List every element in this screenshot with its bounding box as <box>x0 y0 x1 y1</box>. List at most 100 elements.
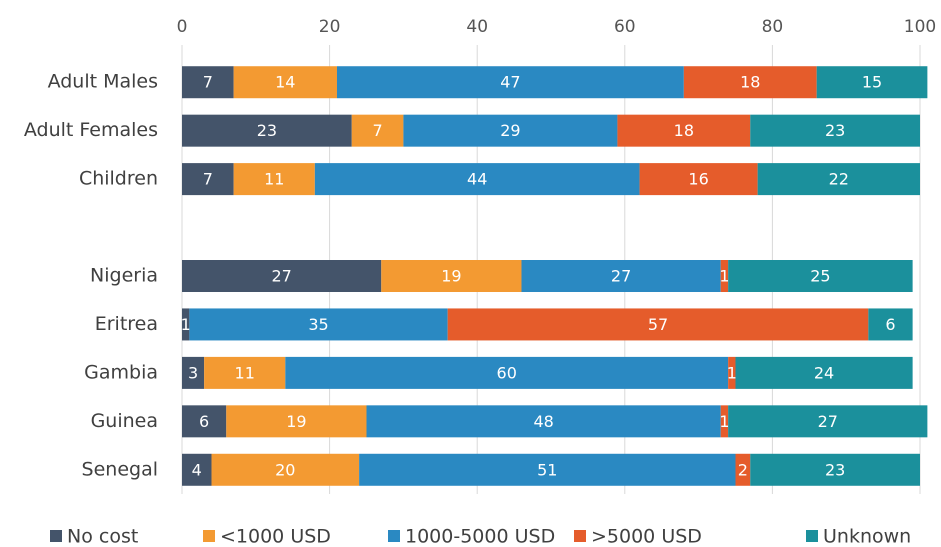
bar-segment <box>728 356 736 389</box>
x-tick-label: 80 <box>762 17 784 37</box>
x-tick-label: 100 <box>904 17 936 37</box>
legend-swatch <box>388 530 400 542</box>
bar-segment <box>182 356 205 389</box>
bar-segment <box>314 163 640 196</box>
data-label: 6 <box>199 412 209 431</box>
y-tick-label: Nigeria <box>90 265 158 287</box>
bar-segment <box>735 356 913 389</box>
legend-label: 1000-5000 USD <box>405 526 555 547</box>
bar-segment <box>381 260 522 292</box>
bar-segment <box>728 405 928 438</box>
data-label: 1 <box>727 363 737 382</box>
bar-segment <box>336 66 684 99</box>
data-label: 47 <box>500 73 520 92</box>
data-label: 27 <box>611 267 631 286</box>
bar-segment <box>720 260 729 292</box>
y-tick-label: Guinea <box>91 410 158 432</box>
data-label: 60 <box>497 363 517 382</box>
x-tick-label: 40 <box>466 17 488 37</box>
data-label: 6 <box>885 315 895 334</box>
bar-segment <box>617 114 751 147</box>
data-label: 25 <box>810 267 830 286</box>
data-label: 4 <box>192 460 202 479</box>
bar-segment <box>182 114 352 147</box>
bar-segment <box>285 356 729 389</box>
y-tick-label: Senegal <box>82 458 158 480</box>
bar-segment <box>521 260 721 292</box>
bar-segment <box>233 163 315 196</box>
bar-segment <box>447 308 869 341</box>
data-label: 1 <box>719 412 729 431</box>
bar-segment <box>757 163 920 196</box>
x-tick-label: 60 <box>614 17 636 37</box>
bar-segment <box>720 405 729 438</box>
data-label: 20 <box>275 460 295 479</box>
data-label: 19 <box>286 412 306 431</box>
legend-label: Unknown <box>823 526 911 547</box>
bar-segment <box>750 114 920 147</box>
data-label: 23 <box>257 121 277 140</box>
data-label: 1 <box>719 267 729 286</box>
data-label: 15 <box>862 73 882 92</box>
data-label: 44 <box>467 170 487 189</box>
data-label: 35 <box>308 315 328 334</box>
data-label: 51 <box>537 460 557 479</box>
data-label: 19 <box>441 267 461 286</box>
legend-label: No cost <box>67 526 138 547</box>
data-label: 24 <box>814 363 834 382</box>
bar-segment <box>226 405 367 438</box>
bar-segment <box>816 66 928 99</box>
bar-segment <box>639 163 758 196</box>
data-label: 48 <box>533 412 553 431</box>
legend-swatch <box>50 530 62 542</box>
y-tick-label: Eritrea <box>95 313 158 335</box>
legend-swatch <box>574 530 586 542</box>
bar-segment <box>233 66 337 99</box>
bar-segment <box>182 260 382 292</box>
data-label: 3 <box>188 363 198 382</box>
data-label: 11 <box>264 170 284 189</box>
bar-segment <box>359 453 736 486</box>
data-label: 23 <box>825 460 845 479</box>
legend-label: >5000 USD <box>591 526 702 547</box>
data-label: 18 <box>674 121 694 140</box>
bar-segment <box>182 163 234 196</box>
bar-segment <box>683 66 817 99</box>
data-label: 1 <box>181 315 191 334</box>
data-label: 27 <box>271 267 291 286</box>
bar-segment <box>182 308 190 341</box>
bar-segment <box>351 114 404 147</box>
data-label: 27 <box>818 412 838 431</box>
data-label: 14 <box>275 73 295 92</box>
bar-segment <box>868 308 913 341</box>
bar-segment <box>728 260 913 292</box>
data-label: 18 <box>740 73 760 92</box>
y-tick-label: Children <box>79 168 158 190</box>
x-tick-label: 20 <box>319 17 341 37</box>
y-tick-label: Adult Females <box>24 119 158 141</box>
data-label: 22 <box>829 170 849 189</box>
bar-segment <box>750 453 920 486</box>
data-label: 57 <box>648 315 668 334</box>
bar-segment <box>182 453 212 486</box>
legend-swatch <box>203 530 215 542</box>
data-label: 7 <box>203 73 213 92</box>
bar-segment <box>204 356 286 389</box>
bar-segment <box>735 453 751 486</box>
y-tick-label: Gambia <box>84 361 158 383</box>
bar-segment <box>403 114 618 147</box>
bar-segment <box>182 66 234 99</box>
data-label: 7 <box>203 170 213 189</box>
legend-swatch <box>806 530 818 542</box>
data-label: 16 <box>688 170 708 189</box>
bar-segment <box>366 405 721 438</box>
bar-segment <box>182 405 227 438</box>
bar-segment <box>211 453 360 486</box>
data-label: 2 <box>738 460 748 479</box>
data-label: 23 <box>825 121 845 140</box>
legend-label: <1000 USD <box>220 526 331 547</box>
data-label: 7 <box>372 121 382 140</box>
x-tick-label: 0 <box>177 17 188 37</box>
y-tick-label: Adult Males <box>48 71 158 93</box>
